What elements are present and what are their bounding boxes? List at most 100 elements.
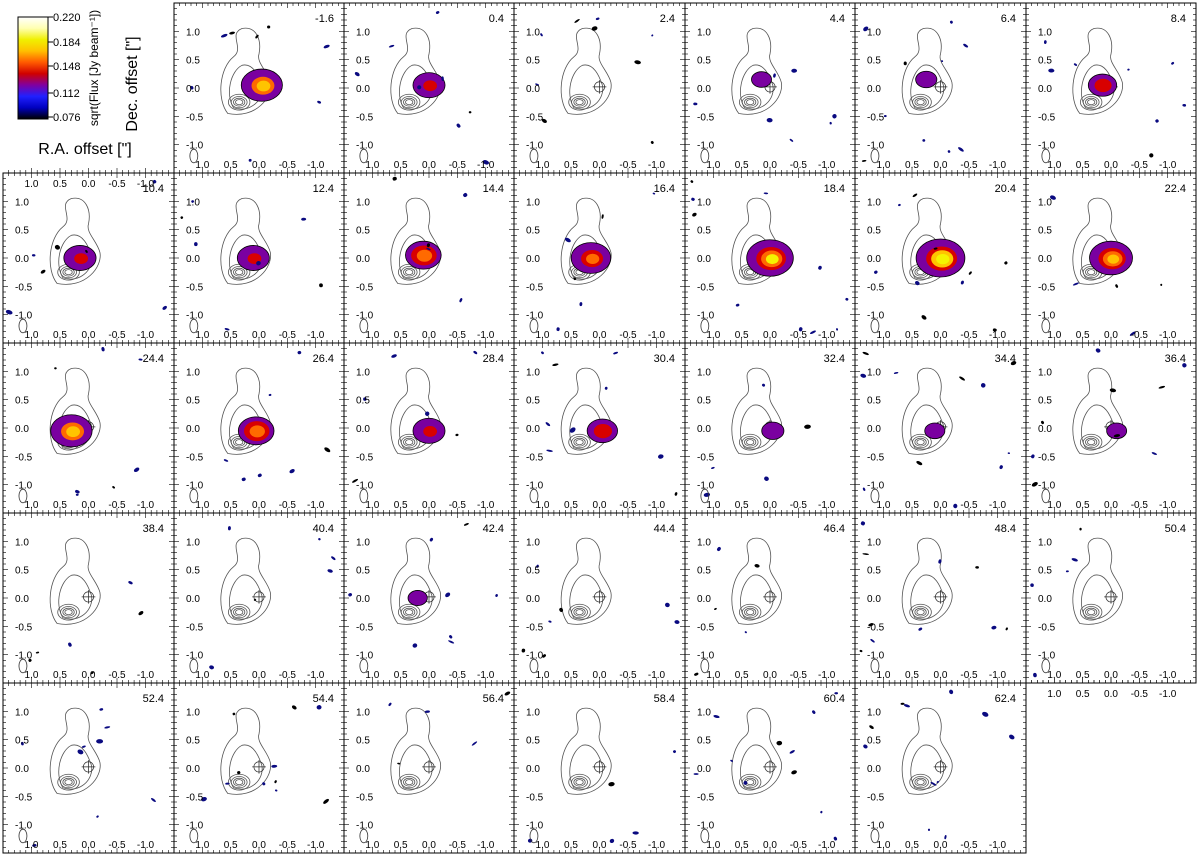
noise-speckle (903, 704, 910, 708)
x-tick-label: 0.0 (422, 330, 436, 341)
y-tick-label: 0.0 (186, 254, 200, 265)
noise-speckle (863, 744, 868, 749)
noise-speckle (900, 702, 905, 705)
x-tick-label: 0.5 (224, 160, 238, 171)
y-tick-label: -1.0 (697, 481, 715, 492)
noise-speckle (773, 73, 776, 78)
noise-speckle (223, 459, 229, 462)
x-tick-label: 0.5 (905, 500, 919, 511)
continuum-contour (228, 603, 251, 621)
x-tick-label: 0.5 (564, 500, 578, 511)
x-tick-label: -1.0 (1159, 500, 1177, 511)
channel-velocity-label: 34.4 (995, 353, 1016, 365)
noise-speckle (331, 556, 336, 561)
y-tick-label: -0.5 (867, 792, 885, 803)
y-tick-label: -1.0 (526, 821, 544, 832)
continuum-contour (57, 773, 80, 791)
noise-speckle (99, 708, 104, 711)
x-tick-label: -0.5 (279, 160, 297, 171)
outer-contour (49, 367, 101, 455)
noise-speckle (1182, 363, 1187, 368)
channel-panel: 1.0 0.5 0.0 -0.5 -1.0 1.0 0.5 0.0 -0.5 -1.0 42.4 (343, 512, 515, 684)
inner-contour (740, 574, 774, 620)
x-tick-label: 0.5 (224, 840, 238, 851)
channel-velocity-label: 60.4 (824, 693, 845, 705)
source-circle (764, 591, 776, 603)
noise-speckle (776, 740, 783, 746)
noise-speckle (674, 620, 680, 624)
y-tick-label: -0.5 (526, 112, 544, 123)
y-tick-label: 0.0 (1038, 254, 1052, 265)
noise-speckle (271, 764, 278, 768)
y-tick-label: 0.5 (186, 226, 200, 237)
x-tick-label: 1.0 (536, 500, 550, 511)
outer-contour (901, 27, 953, 115)
noise-speckle (859, 649, 863, 653)
continuum-contour (235, 99, 244, 106)
channel-panel: 1.0 0.5 0.0 -0.5 -1.0 1.0 0.5 0.0 -0.5 -1.0 52.4 (2, 682, 175, 854)
channel-panel: 1.0 0.5 0.0 -0.5 -1.0 1.0 0.5 0.0 -0.5 -1.0 40.4 (173, 512, 345, 684)
channel-panel: 1.0 0.5 0.0 -0.5 -1.0 1.0 0.5 0.0 -0.5 -1.0 24.4 (2, 342, 175, 514)
noise-speckle (319, 283, 323, 288)
source-circle (935, 761, 946, 773)
continuum-contour (568, 433, 591, 451)
x-tick-label: -1.0 (989, 670, 1007, 681)
y-tick-label: 0.5 (867, 226, 881, 237)
y-tick-label: -0.5 (356, 452, 374, 463)
noise-speckle (944, 834, 947, 840)
noise-speckle (791, 68, 798, 73)
x-tick-label: -1.0 (307, 330, 325, 341)
noise-speckle (730, 759, 734, 762)
channel-velocity-label: 36.4 (1165, 353, 1186, 365)
noise-speckle (232, 712, 236, 716)
noise-speckle (68, 642, 72, 647)
x-tick-label: 1.0 (195, 330, 209, 341)
continuum-contour (746, 609, 755, 616)
noise-speckle (949, 689, 954, 695)
panel-ticks (3, 683, 174, 853)
inner-contour (229, 744, 263, 790)
x-tick-label: 0.0 (82, 179, 96, 190)
x-tick-label: -0.5 (960, 670, 978, 681)
noise-speckle (253, 598, 257, 601)
noise-speckle (609, 838, 615, 844)
noise-speckle (429, 537, 434, 542)
x-tick-label: -1.0 (307, 500, 325, 511)
noise-speckle (766, 118, 773, 123)
noise-speckle (209, 665, 215, 670)
y-tick-label: -0.5 (356, 792, 374, 803)
x-tick-label: -0.5 (960, 160, 978, 171)
noise-speckle (868, 623, 874, 627)
noise-speckle (694, 672, 699, 676)
x-tick-label: 1.0 (195, 670, 209, 681)
x-tick-label: 1.0 (536, 160, 550, 171)
continuum-contour (744, 97, 757, 107)
noise-speckle (1160, 283, 1163, 286)
continuum-contour (573, 97, 586, 107)
noise-speckle (743, 780, 748, 785)
x-tick-label: 0.0 (934, 160, 948, 171)
continuum-contours (560, 707, 612, 795)
inner-contour (399, 64, 433, 110)
noise-speckle (703, 492, 711, 497)
x-tick-label: -0.5 (619, 330, 637, 341)
x-tick-label: 1.0 (706, 330, 720, 341)
beam-ellipse (529, 488, 539, 504)
x-tick-label: -1.0 (818, 330, 836, 341)
noise-speckle (471, 741, 478, 746)
continuum-contour (1085, 607, 1098, 617)
outer-contour (390, 707, 441, 795)
y-tick-label: 0.5 (356, 396, 370, 407)
beam-ellipse (529, 658, 539, 674)
y-tick-label: 0.5 (15, 226, 29, 237)
noise-speckle (268, 393, 272, 397)
channel-panel: 1.0 0.5 0.0 -0.5 -1.0 1.0 0.5 0.0 -0.5 -1.0 16.4 (513, 172, 686, 344)
noise-speckle (31, 254, 36, 257)
channel-velocity-label: 10.4 (143, 183, 164, 195)
y-tick-label: -1.0 (186, 481, 204, 492)
y-tick-label: 0.0 (356, 254, 370, 265)
continuum-contour (575, 779, 584, 786)
source-circle (253, 761, 265, 773)
channel-velocity-label: 42.4 (483, 523, 504, 535)
noise-speckle (870, 638, 875, 643)
